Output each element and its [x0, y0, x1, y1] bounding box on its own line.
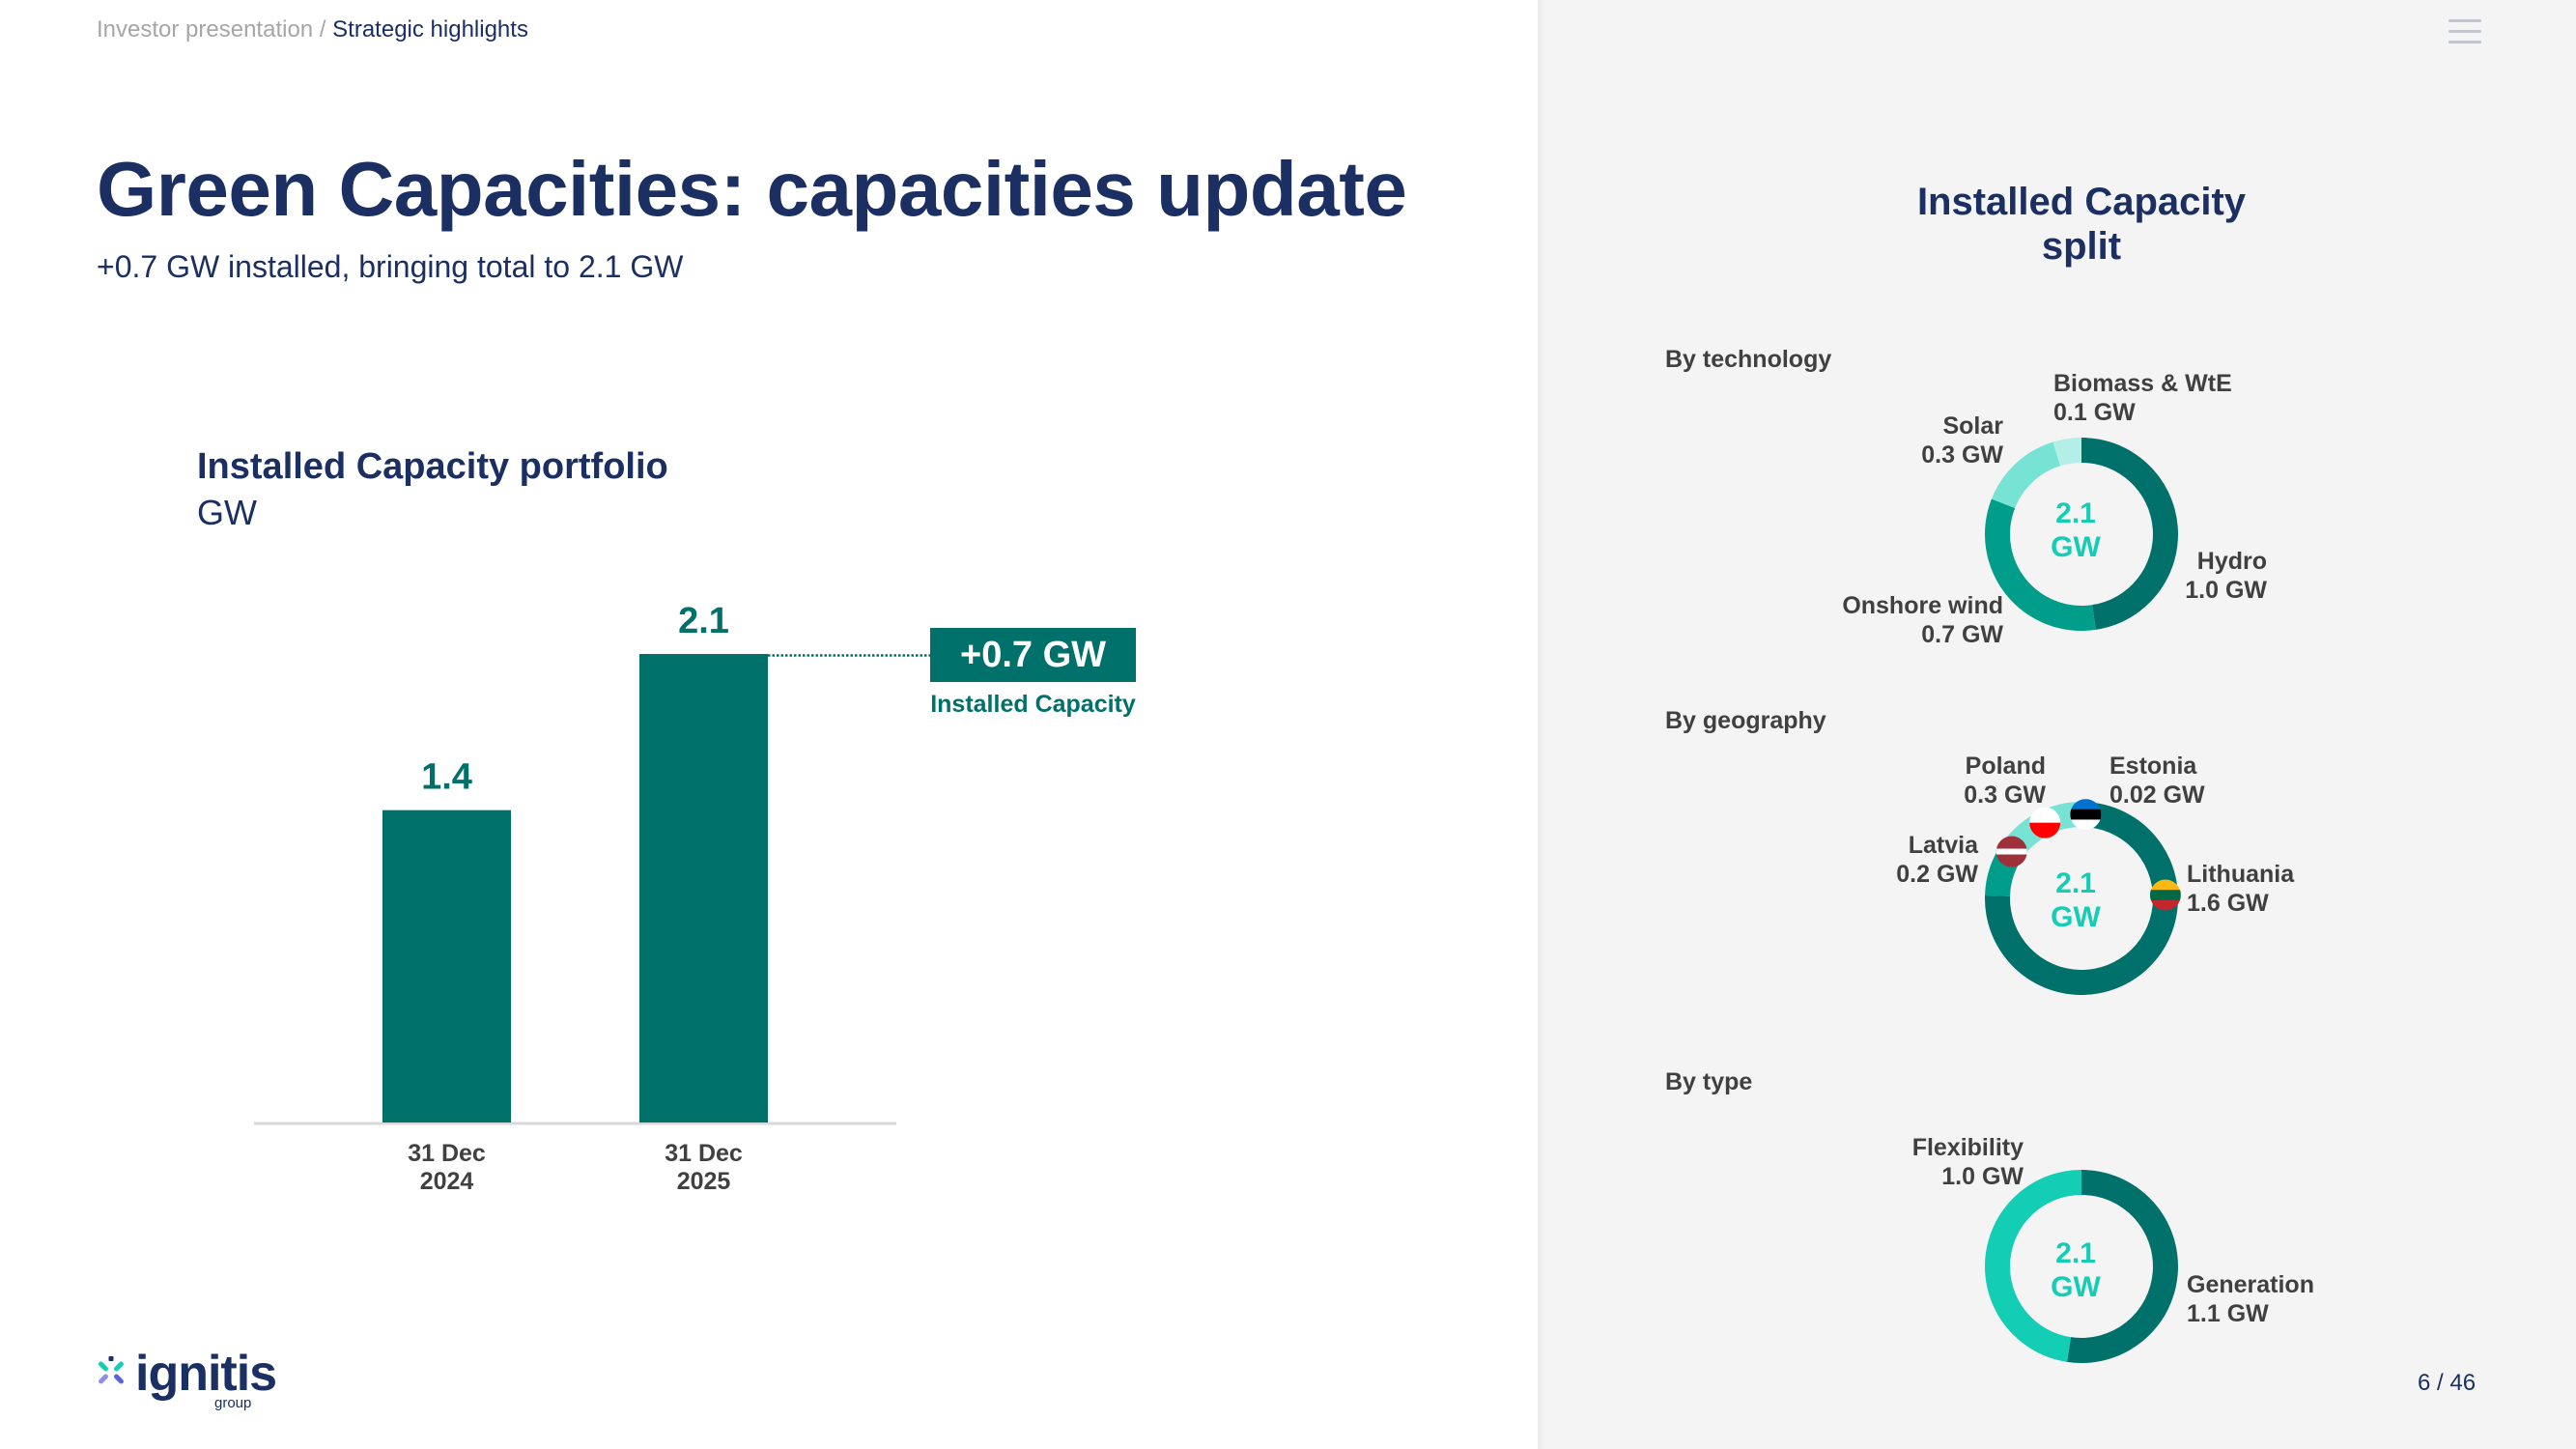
x-tick-label-0-0: 31 Dec: [408, 1140, 486, 1167]
label-hydro: Hydro 1.0 GW: [2115, 547, 2267, 605]
label-estonia-value: 0.02 GW: [2109, 781, 2205, 809]
split-title-line2: split: [2041, 225, 2122, 268]
x-tick-label-1-1: 2025: [677, 1168, 731, 1195]
label-biomass: Biomass & WtE 0.1 GW: [2053, 369, 2232, 427]
logo-subtext: group: [214, 1395, 252, 1411]
label-biomass-name: Biomass & WtE: [2053, 370, 2232, 397]
label-solar: Solar 0.3 GW: [1893, 412, 2003, 469]
breadcrumb: Investor presentation / Strategic highli…: [97, 16, 528, 43]
label-poland-name: Poland: [1965, 753, 2046, 780]
label-latvia-name: Latvia: [1908, 832, 1978, 859]
label-generation: Generation 1.1 GW: [2187, 1270, 2314, 1328]
label-latvia-value: 0.2 GW: [1896, 861, 1978, 888]
tech-donut-center: 2.1 GW: [2018, 497, 2134, 564]
delta-label: Installed Capacity: [930, 691, 1136, 718]
content-panel: [0, 0, 1538, 1449]
page-number: 6 / 46: [2418, 1370, 2477, 1396]
bar-0: [382, 810, 511, 1122]
geo-donut-center: 2.1 GW: [2018, 867, 2134, 934]
type-center-unit: GW: [2051, 1271, 2101, 1303]
bar-chart-unit: GW: [197, 493, 257, 532]
label-latvia: Latvia 0.2 GW: [1874, 831, 1978, 889]
logo-mark-icon: [99, 1356, 124, 1384]
bar-value-label-0: 1.4: [421, 757, 472, 798]
page-title: Green Capacities: capacities update: [97, 146, 1407, 232]
x-tick-label-1-0: 31 Dec: [665, 1140, 743, 1167]
label-onshore-wind: Onshore wind 0.7 GW: [1816, 591, 2003, 649]
label-flexibility-name: Flexibility: [1911, 1134, 2024, 1161]
section-by-type: By type: [1665, 1068, 1753, 1095]
type-center-value: 2.1: [2055, 1237, 2096, 1269]
breadcrumb-parent[interactable]: Investor presentation: [97, 16, 314, 43]
label-lithuania-name: Lithuania: [2187, 861, 2295, 888]
label-generation-value: 1.1 GW: [2187, 1300, 2269, 1327]
split-title: Installed Capacity split: [1854, 180, 2308, 269]
section-by-geography: By geography: [1665, 707, 1826, 734]
bar-value-label-1: 2.1: [678, 601, 729, 641]
label-lithuania-value: 1.6 GW: [2187, 890, 2269, 917]
tech-center-unit: GW: [2051, 531, 2101, 563]
label-flexibility: Flexibility 1.0 GW: [1874, 1133, 2024, 1191]
label-estonia-name: Estonia: [2109, 753, 2197, 780]
geo-center-unit: GW: [2051, 901, 2101, 933]
type-donut-center: 2.1 GW: [2018, 1236, 2134, 1304]
label-poland-value: 0.3 GW: [1964, 781, 2046, 809]
bar-chart-title: Installed Capacity portfolio: [197, 446, 668, 487]
bar-1: [639, 654, 768, 1122]
logo-wordmark: ignitis: [135, 1346, 277, 1402]
label-poland: Poland 0.3 GW: [1922, 752, 2046, 810]
label-lithuania: Lithuania 1.6 GW: [2187, 860, 2294, 918]
page-subtitle: +0.7 GW installed, bringing total to 2.1…: [97, 249, 684, 284]
label-hydro-value: 1.0 GW: [2185, 577, 2267, 604]
split-title-line1: Installed Capacity: [1916, 181, 2247, 223]
label-solar-name: Solar: [1942, 412, 2003, 440]
hamburger-menu-icon[interactable]: [2449, 19, 2481, 44]
breadcrumb-separator: /: [313, 16, 333, 43]
label-onshore-wind-value: 0.7 GW: [1921, 621, 2003, 648]
breadcrumb-current: Strategic highlights: [332, 16, 528, 43]
tech-center-value: 2.1: [2055, 497, 2096, 529]
label-solar-value: 0.3 GW: [1921, 441, 2003, 469]
section-by-technology: By technology: [1665, 346, 1832, 373]
delta-badge: +0.7 GW: [930, 628, 1136, 682]
label-biomass-value: 0.1 GW: [2053, 399, 2136, 426]
label-hydro-name: Hydro: [2196, 548, 2267, 575]
label-flexibility-value: 1.0 GW: [1941, 1163, 2024, 1190]
label-estonia: Estonia 0.02 GW: [2109, 752, 2205, 810]
label-generation-name: Generation: [2187, 1271, 2314, 1298]
ignitis-logo: ignitis group: [97, 1346, 277, 1412]
geo-center-value: 2.1: [2055, 867, 2096, 899]
label-onshore-wind-name: Onshore wind: [1842, 592, 2003, 619]
x-tick-label-0-1: 2024: [420, 1168, 474, 1195]
